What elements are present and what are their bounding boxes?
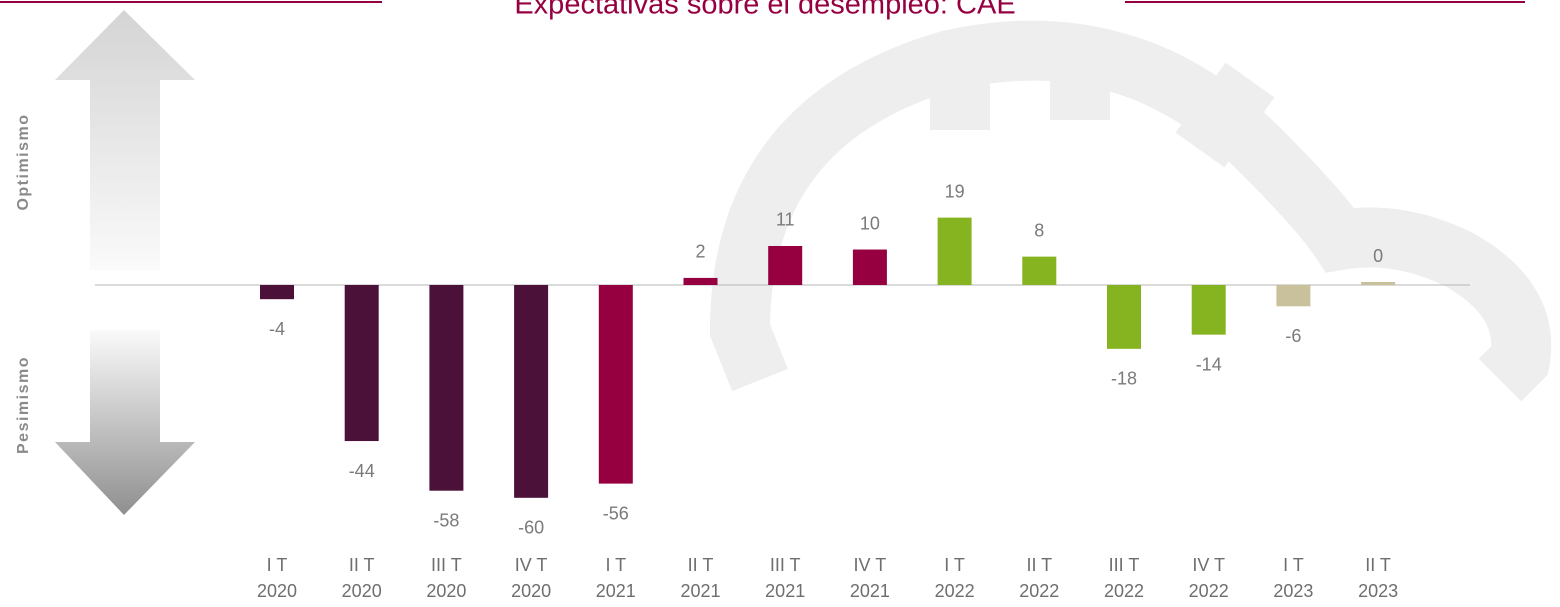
optimism-arrow	[55, 10, 195, 270]
bar	[1361, 282, 1395, 285]
value-label: 19	[945, 181, 965, 201]
bar	[599, 285, 633, 484]
chart-title: Expectativas sobre el desempleo: CAE	[514, 0, 1015, 21]
value-label: 0	[1373, 246, 1383, 266]
x-tick-label: 2022	[1019, 581, 1059, 601]
x-tick-label: 2021	[680, 581, 720, 601]
x-tick-label: II T	[1026, 555, 1052, 575]
x-tick-label: 2022	[935, 581, 975, 601]
x-tick-label: 2021	[765, 581, 805, 601]
x-tick-label: 2023	[1273, 581, 1313, 601]
x-tick-label: I T	[944, 555, 965, 575]
value-label: -14	[1196, 354, 1222, 374]
x-tick-label: IV T	[1192, 555, 1225, 575]
bar	[1276, 285, 1310, 306]
x-tick-label: I T	[267, 555, 288, 575]
bar	[938, 218, 972, 285]
bar	[1022, 257, 1056, 285]
bar	[514, 285, 548, 498]
value-label: 8	[1034, 220, 1044, 240]
x-tick-label: I T	[605, 555, 626, 575]
chart: Expectativas sobre el desempleo: CAE Opt…	[0, 0, 1560, 602]
value-label: -44	[349, 461, 375, 481]
pessimism-arrow	[55, 330, 195, 515]
value-label: -6	[1285, 326, 1301, 346]
x-tick-label: 2021	[850, 581, 890, 601]
x-tick-label: 2020	[426, 581, 466, 601]
bar	[260, 285, 294, 299]
axis-label: Optimismo	[15, 113, 32, 210]
axis-label: Pesimismo	[15, 356, 32, 454]
value-label: -4	[269, 319, 285, 339]
x-tick-label: II T	[349, 555, 375, 575]
value-label: -60	[518, 518, 544, 538]
x-tick-label: II T	[688, 555, 714, 575]
x-tick-label: 2021	[596, 581, 636, 601]
x-tick-label: 2022	[1189, 581, 1229, 601]
x-tick-label: 2023	[1358, 581, 1398, 601]
x-tick-label: 2020	[511, 581, 551, 601]
value-label: -58	[433, 510, 459, 530]
bar	[768, 246, 802, 285]
x-tick-label: III T	[1109, 555, 1140, 575]
value-label: 10	[860, 213, 880, 233]
x-tick-label: IV T	[515, 555, 548, 575]
value-label: 11	[776, 210, 795, 230]
bar	[429, 285, 463, 491]
x-tick-label: III T	[431, 555, 462, 575]
bar	[345, 285, 379, 441]
bar	[853, 250, 887, 285]
x-tick-label: 2022	[1104, 581, 1144, 601]
value-label: -56	[603, 503, 629, 523]
x-tick-label: I T	[1283, 555, 1304, 575]
x-tick-label: 2020	[342, 581, 382, 601]
x-tick-label: IV T	[854, 555, 887, 575]
value-label: 2	[695, 242, 705, 262]
x-tick-label: II T	[1365, 555, 1391, 575]
x-tick-label: III T	[770, 555, 801, 575]
bar	[1107, 285, 1141, 349]
bar	[684, 278, 718, 285]
value-label: -18	[1111, 369, 1137, 389]
bar	[1192, 285, 1226, 335]
x-tick-label: 2020	[257, 581, 297, 601]
